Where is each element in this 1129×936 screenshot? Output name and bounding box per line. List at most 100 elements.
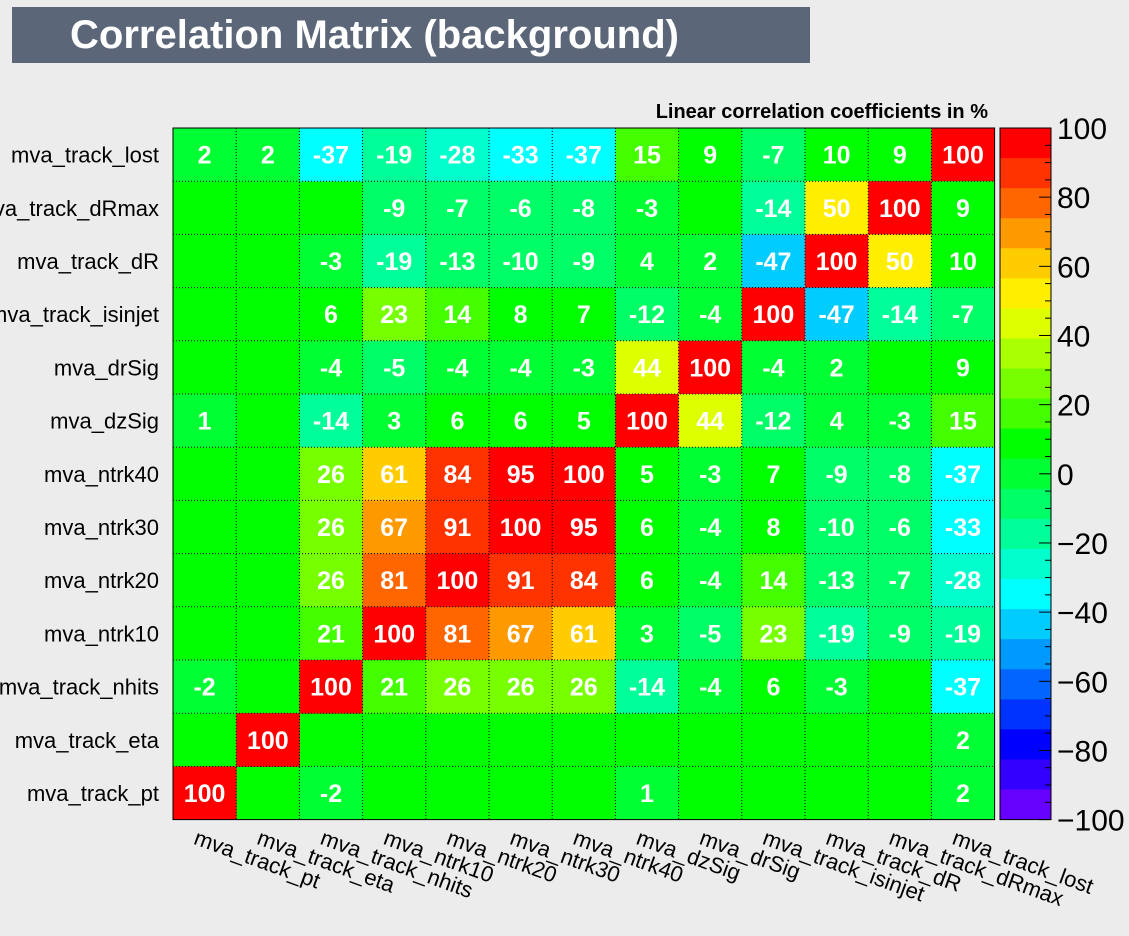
cell-value-label: 2	[261, 142, 275, 170]
cell-value-label: 81	[380, 567, 408, 595]
colorbar-segment	[1000, 548, 1051, 580]
cell	[868, 128, 932, 182]
cell-value-label: 6	[766, 674, 780, 702]
cell	[489, 181, 553, 235]
cell-value-label: -33	[503, 142, 539, 170]
cell	[552, 447, 616, 501]
cell-value-label: 3	[640, 620, 654, 648]
cell	[299, 660, 363, 714]
cell	[678, 500, 743, 554]
cell-value-label: 14	[759, 567, 787, 595]
cell-value-label: -28	[945, 567, 981, 595]
colorbar-tick-label: −20	[1057, 528, 1108, 561]
colorbar-tick-label: −40	[1057, 597, 1108, 630]
cell	[678, 606, 743, 661]
cell-value-label: 100	[247, 727, 289, 755]
cell	[678, 287, 743, 342]
cell-value-label: 26	[570, 674, 598, 702]
colorbar-tick-label: 60	[1057, 251, 1090, 284]
cell	[678, 394, 743, 448]
cell-value-label: 1	[640, 780, 654, 808]
cell	[741, 181, 806, 235]
cell	[552, 287, 616, 342]
cell-value-label: 26	[317, 514, 345, 542]
cell-value-label: -4	[699, 301, 721, 329]
cell	[362, 394, 427, 448]
cell	[425, 553, 490, 608]
cell-value-label: -47	[755, 248, 791, 276]
cell-value-label: -2	[193, 674, 215, 702]
cell	[678, 660, 743, 714]
cell	[931, 234, 995, 288]
cell	[299, 128, 363, 182]
cell-value-label: 100	[753, 301, 795, 329]
cell-value-label: 5	[640, 461, 654, 489]
cell	[425, 181, 490, 235]
colorbar-segment	[1000, 218, 1051, 249]
cell-value-label: -9	[383, 195, 405, 223]
cell-value-label: 67	[507, 620, 535, 648]
cell	[362, 181, 427, 235]
cell	[931, 766, 995, 820]
cell	[868, 447, 932, 501]
cell-value-label: -4	[762, 354, 784, 382]
cell	[299, 500, 363, 554]
cell-value-label: -33	[945, 514, 981, 542]
cell-value-label: -10	[819, 514, 855, 542]
cell-value-label: -9	[573, 248, 595, 276]
cell	[236, 128, 300, 182]
y-tick-label: mva_dzSig	[50, 409, 159, 434]
cell	[362, 606, 427, 661]
cell-value-label: -9	[889, 620, 911, 648]
cell	[615, 340, 679, 395]
cell	[931, 606, 995, 661]
cell	[552, 606, 616, 661]
colorbar-segment	[1000, 128, 1051, 159]
cell	[678, 447, 743, 501]
cell-value-label: -9	[825, 461, 847, 489]
cell	[173, 660, 237, 714]
cell	[868, 394, 932, 448]
cell	[615, 128, 679, 182]
cell	[489, 287, 553, 342]
cell-value-label: 84	[570, 567, 598, 595]
cell	[173, 766, 237, 820]
cell	[362, 447, 427, 501]
cell-value-label: -13	[819, 567, 855, 595]
cell-value-label: 100	[373, 620, 415, 648]
cell-value-label: 2	[830, 354, 844, 382]
cell	[868, 606, 932, 661]
cell	[299, 766, 363, 820]
cell-value-label: -4	[509, 354, 531, 382]
cell-value-label: 6	[640, 514, 654, 542]
cell-value-label: 100	[500, 514, 542, 542]
cell	[615, 447, 679, 501]
cell	[489, 340, 553, 395]
cell	[805, 606, 869, 661]
cell-value-label: -7	[889, 567, 911, 595]
cell	[489, 128, 553, 182]
cell	[931, 660, 995, 714]
cell-value-label: 100	[689, 354, 731, 382]
cell-value-label: 9	[956, 195, 970, 223]
cell-value-label: -7	[762, 142, 784, 170]
cell-value-label: 4	[640, 248, 654, 276]
cell	[805, 234, 869, 288]
cell-value-label: 100	[816, 248, 858, 276]
cell	[489, 500, 553, 554]
colorbar-tick-label: −80	[1057, 735, 1108, 768]
cell	[489, 660, 553, 714]
cell	[489, 447, 553, 501]
cell-value-label: 26	[507, 674, 535, 702]
cell-value-label: 26	[317, 567, 345, 595]
cell-value-label: -4	[699, 674, 721, 702]
colorbar-tick-label: −100	[1057, 805, 1125, 838]
cell-value-label: 15	[633, 142, 661, 170]
cell-value-label: -8	[573, 195, 595, 223]
cell-value-label: -3	[573, 354, 595, 382]
cell-value-label: 14	[443, 301, 471, 329]
cell-value-label: 91	[443, 514, 471, 542]
cell	[425, 340, 490, 395]
colorbar-segment	[1000, 278, 1051, 309]
